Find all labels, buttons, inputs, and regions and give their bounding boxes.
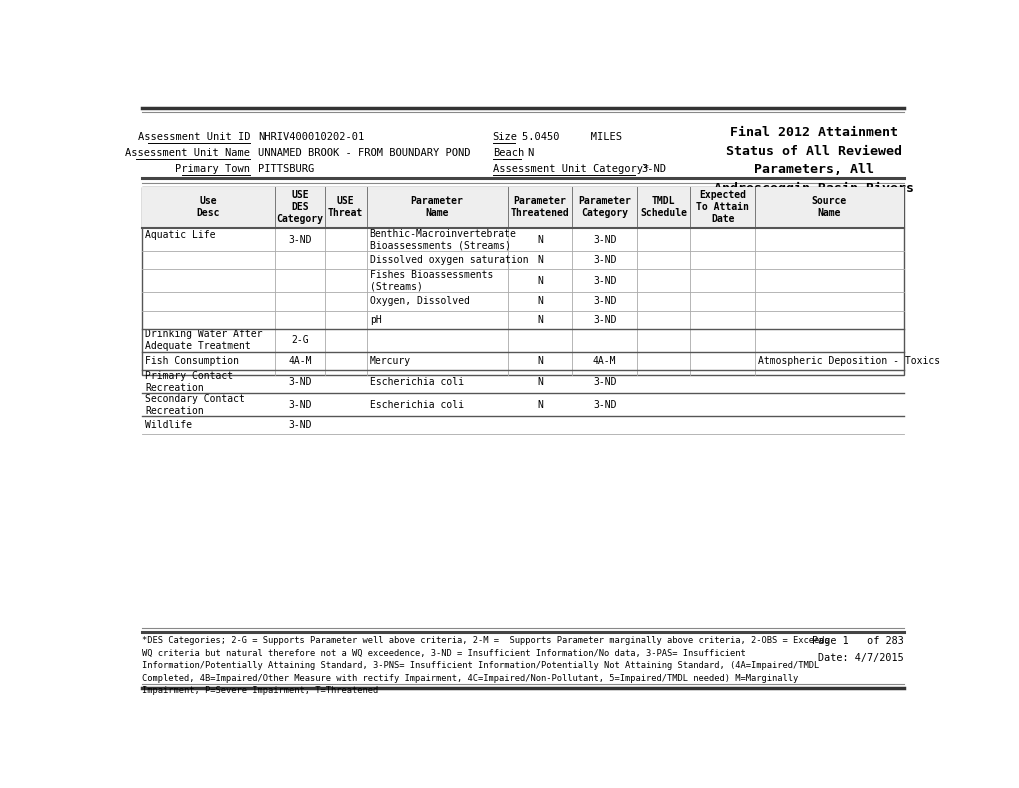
Text: N: N xyxy=(536,314,542,325)
Text: *DES Categories; 2-G = Supports Parameter well above criteria, 2-M =  Supports P: *DES Categories; 2-G = Supports Paramete… xyxy=(142,637,828,695)
Text: UNNAMED BROOK - FROM BOUNDARY POND: UNNAMED BROOK - FROM BOUNDARY POND xyxy=(258,148,470,158)
Text: 3-ND: 3-ND xyxy=(592,235,615,244)
Text: Benthic-Macroinvertebrate
Bioassessments (Streams): Benthic-Macroinvertebrate Bioassessments… xyxy=(369,229,516,251)
Text: Primary Town: Primary Town xyxy=(175,164,250,173)
Text: 4A-M: 4A-M xyxy=(592,356,615,366)
Text: Fishes Bioassessments
(Streams): Fishes Bioassessments (Streams) xyxy=(369,269,492,292)
Bar xyxy=(142,187,903,228)
Text: 3-ND: 3-ND xyxy=(592,314,615,325)
Text: Assessment Unit Category*: Assessment Unit Category* xyxy=(492,164,648,173)
Text: USE
Threat: USE Threat xyxy=(328,196,363,218)
Text: Secondary Contact
Recreation: Secondary Contact Recreation xyxy=(145,394,245,415)
Text: 3-ND: 3-ND xyxy=(592,276,615,286)
Text: 3-ND: 3-ND xyxy=(592,255,615,266)
Text: 3-ND: 3-ND xyxy=(592,377,615,387)
Text: N: N xyxy=(536,400,542,410)
Text: N: N xyxy=(536,255,542,266)
Text: Oxygen, Dissolved: Oxygen, Dissolved xyxy=(369,296,469,307)
Text: Page 1   of 283
Date: 4/7/2015: Page 1 of 283 Date: 4/7/2015 xyxy=(811,637,903,663)
Text: NHRIV400010202-01: NHRIV400010202-01 xyxy=(258,132,364,142)
Text: USE
DES
Category: USE DES Category xyxy=(276,191,323,225)
Text: Drinking Water After
Adequate Treatment: Drinking Water After Adequate Treatment xyxy=(145,329,262,351)
Text: 3-ND: 3-ND xyxy=(287,377,311,387)
Text: Use
Desc: Use Desc xyxy=(197,196,220,218)
Text: Final 2012 Attainment
Status of All Reviewed
Parameters, All
Androscoggin Basin : Final 2012 Attainment Status of All Revi… xyxy=(713,126,913,195)
Text: N: N xyxy=(536,377,542,387)
Text: Parameter
Category: Parameter Category xyxy=(578,196,631,218)
Text: 3-ND: 3-ND xyxy=(287,420,311,430)
Text: 3-ND: 3-ND xyxy=(287,400,311,410)
Text: Parameter
Threatened: Parameter Threatened xyxy=(511,196,569,218)
Text: 3-ND: 3-ND xyxy=(592,296,615,307)
Bar xyxy=(142,187,903,375)
Text: Escherichia coli: Escherichia coli xyxy=(369,377,464,387)
Text: 3-ND: 3-ND xyxy=(592,400,615,410)
Text: N: N xyxy=(536,296,542,307)
Text: Primary Contact
Recreation: Primary Contact Recreation xyxy=(145,370,232,392)
Text: N: N xyxy=(536,356,542,366)
Text: Dissolved oxygen saturation: Dissolved oxygen saturation xyxy=(369,255,528,266)
Text: 4A-M: 4A-M xyxy=(287,356,311,366)
Text: Assessment Unit ID: Assessment Unit ID xyxy=(138,132,250,142)
Text: Assessment Unit Name: Assessment Unit Name xyxy=(125,148,250,158)
Text: Source
Name: Source Name xyxy=(811,196,846,218)
Text: Escherichia coli: Escherichia coli xyxy=(369,400,464,410)
Text: Atmospheric Deposition - Toxics: Atmospheric Deposition - Toxics xyxy=(757,356,940,366)
Text: TMDL
Schedule: TMDL Schedule xyxy=(640,196,687,218)
Text: 2-G: 2-G xyxy=(290,336,309,345)
Text: N: N xyxy=(536,276,542,286)
Text: N: N xyxy=(536,235,542,244)
Text: 3-ND: 3-ND xyxy=(287,235,311,244)
Text: Parameter
Name: Parameter Name xyxy=(411,196,463,218)
Text: Wildlife: Wildlife xyxy=(145,420,192,430)
Text: 3-ND: 3-ND xyxy=(641,164,665,173)
Text: Beach: Beach xyxy=(492,148,524,158)
Text: pH: pH xyxy=(369,314,381,325)
Text: Aquatic Life: Aquatic Life xyxy=(145,230,215,240)
Text: Fish Consumption: Fish Consumption xyxy=(145,356,238,366)
Text: N: N xyxy=(527,148,533,158)
Text: Mercury: Mercury xyxy=(369,356,411,366)
Text: Expected
To Attain
Date: Expected To Attain Date xyxy=(696,191,749,225)
Text: Size: Size xyxy=(492,132,518,142)
Text: 5.0450     MILES: 5.0450 MILES xyxy=(522,132,622,142)
Text: PITTSBURG: PITTSBURG xyxy=(258,164,314,173)
